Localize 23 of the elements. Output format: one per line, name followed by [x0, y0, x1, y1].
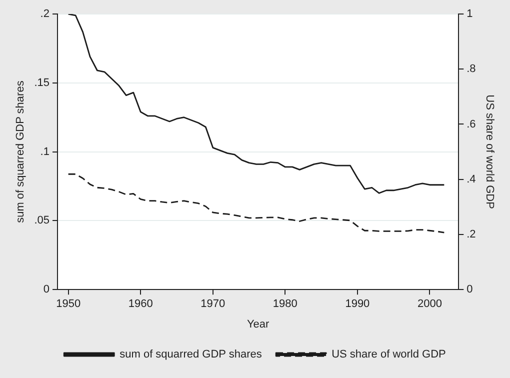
legend-label: US share of world GDP [332, 348, 446, 361]
x-axis-title: Year [246, 318, 270, 330]
x-tick-label: 1980 [272, 298, 298, 310]
y2-tick-label: 0 [466, 284, 473, 296]
x-tick-label: 1960 [128, 298, 153, 310]
y2-tick-label: .6 [466, 118, 476, 130]
y-tick-label: .05 [34, 214, 50, 227]
y-tick-label: .1 [40, 146, 50, 158]
y2-axis-title: US share of world GDP [483, 94, 496, 209]
line-series [68, 173, 445, 234]
y-tick-label: .15 [34, 76, 50, 89]
x-tick-label: 1990 [345, 298, 370, 310]
x-tick-label: 1950 [56, 298, 81, 310]
y-tick-label: .2 [40, 8, 50, 20]
y2-tick-label: 1 [466, 8, 473, 20]
y2-tick-label: .4 [466, 173, 476, 186]
x-tick-label: 1970 [200, 298, 226, 310]
y2-tick-label: .8 [466, 63, 476, 76]
y-tick-label: 0 [43, 284, 50, 296]
y-axis-title: sum of squarred GDP shares [14, 80, 27, 223]
y2-tick-label: .2 [466, 228, 476, 241]
legend-label: sum of squarred GDP shares [120, 348, 262, 361]
x-tick-label: 2000 [417, 298, 442, 310]
